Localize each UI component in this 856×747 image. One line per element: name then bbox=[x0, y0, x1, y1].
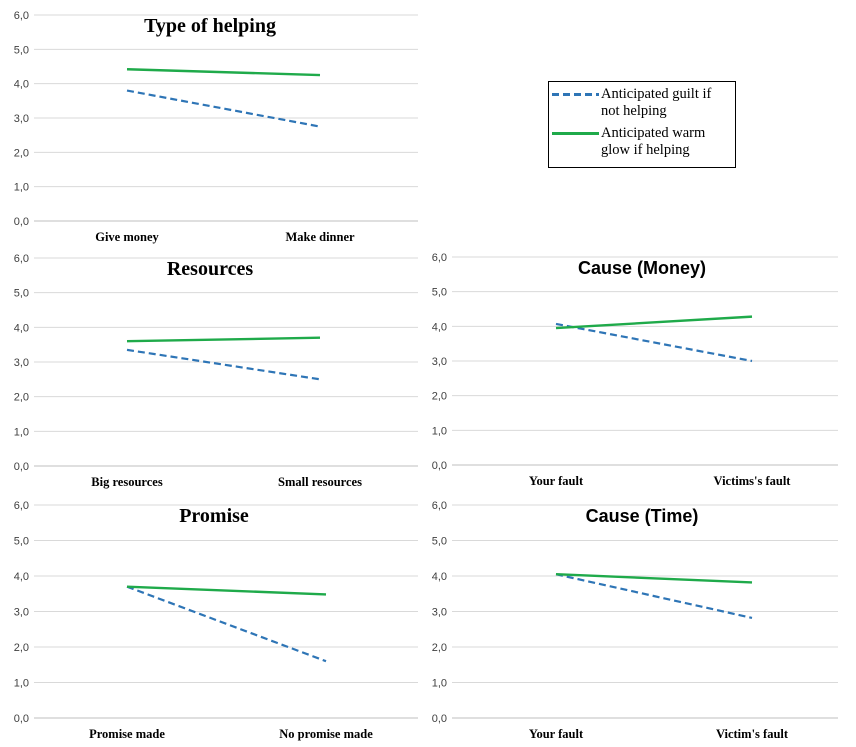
series-line-warm-glow bbox=[126, 336, 321, 343]
y-tick-label: 5,0 bbox=[14, 44, 29, 56]
y-tick-label: 4,0 bbox=[14, 79, 29, 91]
legend-item-guilt: Anticipated guilt if not helping bbox=[549, 86, 731, 120]
y-tick-label: 0,0 bbox=[432, 460, 447, 472]
y-tick-label: 5,0 bbox=[14, 536, 29, 548]
series-line-warm-glow bbox=[126, 585, 327, 596]
legend-swatch-warm-glow bbox=[552, 132, 599, 135]
y-tick-label: 1,0 bbox=[432, 678, 447, 690]
y-tick-label: 6,0 bbox=[14, 10, 29, 22]
x-category-label: Your fault bbox=[529, 727, 584, 741]
y-tick-label: 3,0 bbox=[14, 113, 29, 125]
y-tick-label: 1,0 bbox=[14, 182, 29, 194]
chart-cause_money: 0,0 1,0 2,0 3,0 4,0 5,0 6,0 Your fault Victims's… bbox=[432, 252, 838, 488]
series-line-warm-glow bbox=[126, 68, 321, 77]
y-tick-label: 2,0 bbox=[14, 147, 29, 159]
y-tick-label: 0,0 bbox=[14, 713, 29, 725]
y-tick-label: 4,0 bbox=[14, 571, 29, 583]
x-category-label: Victim's fault bbox=[716, 727, 789, 741]
chart-type: 0,0 1,0 2,0 3,0 4,0 5,0 6,0 Give money Make dinn… bbox=[14, 10, 418, 244]
y-tick-label: 0,0 bbox=[432, 713, 447, 725]
y-tick-label: 4,0 bbox=[14, 322, 29, 334]
y-tick-label: 5,0 bbox=[432, 536, 447, 548]
y-tick-label: 3,0 bbox=[432, 356, 447, 368]
legend-label-warm-glow: Anticipated warm glow if helping bbox=[601, 125, 706, 158]
series-line-warm-glow bbox=[555, 315, 753, 330]
y-tick-label: 5,0 bbox=[14, 288, 29, 300]
y-tick-label: 4,0 bbox=[432, 321, 447, 333]
y-tick-label: 4,0 bbox=[432, 571, 447, 583]
y-tick-label: 1,0 bbox=[14, 678, 29, 690]
y-tick-label: 0,0 bbox=[14, 216, 29, 228]
chart-resources: 0,0 1,0 2,0 3,0 4,0 5,0 6,0 Big resources Small … bbox=[14, 253, 418, 489]
chart-title: Cause (Time) bbox=[586, 506, 699, 526]
y-tick-label: 3,0 bbox=[14, 357, 29, 369]
series-line-guilt bbox=[126, 585, 327, 663]
y-tick-label: 2,0 bbox=[14, 642, 29, 654]
x-category-label: Victims's fault bbox=[714, 474, 792, 488]
chart-title: Promise bbox=[179, 505, 249, 527]
chart-cause_time: 0,0 1,0 2,0 3,0 4,0 5,0 6,0 Your fault Victim's … bbox=[432, 500, 838, 741]
x-category-label: Small resources bbox=[278, 475, 362, 489]
series-line-guilt bbox=[555, 573, 753, 619]
legend: Anticipated guilt if not helping Anticip… bbox=[548, 81, 736, 168]
y-tick-label: 1,0 bbox=[432, 425, 447, 437]
x-category-label: Promise made bbox=[89, 727, 165, 741]
x-category-label: Make dinner bbox=[285, 230, 355, 244]
x-category-label: Your fault bbox=[529, 474, 584, 488]
y-tick-label: 6,0 bbox=[432, 500, 447, 512]
chart-promise: 0,0 1,0 2,0 3,0 4,0 5,0 6,0 Promise made No prom… bbox=[14, 500, 418, 741]
y-tick-label: 3,0 bbox=[432, 607, 447, 619]
y-tick-label: 6,0 bbox=[14, 253, 29, 265]
chart-title: Cause (Money) bbox=[578, 258, 706, 278]
y-tick-label: 3,0 bbox=[14, 607, 29, 619]
series-line-guilt bbox=[555, 322, 753, 363]
x-category-label: Give money bbox=[95, 230, 159, 244]
series-line-guilt bbox=[126, 89, 321, 128]
series-line-warm-glow bbox=[555, 573, 753, 584]
y-tick-label: 6,0 bbox=[14, 500, 29, 512]
series-line-guilt bbox=[126, 348, 321, 381]
legend-item-warm-glow: Anticipated warm glow if helping bbox=[549, 125, 731, 159]
y-tick-label: 6,0 bbox=[432, 252, 447, 264]
y-tick-label: 0,0 bbox=[14, 461, 29, 473]
y-tick-label: 2,0 bbox=[432, 391, 447, 403]
chart-title: Type of helping bbox=[144, 15, 276, 37]
legend-label-guilt: Anticipated guilt if not helping bbox=[601, 86, 712, 119]
y-tick-label: 1,0 bbox=[14, 426, 29, 438]
x-category-label: Big resources bbox=[91, 475, 163, 489]
chart-title: Resources bbox=[167, 258, 253, 280]
legend-swatch-guilt bbox=[552, 93, 599, 96]
y-tick-label: 2,0 bbox=[14, 392, 29, 404]
y-tick-label: 5,0 bbox=[432, 287, 447, 299]
x-category-label: No promise made bbox=[279, 727, 373, 741]
y-tick-label: 2,0 bbox=[432, 642, 447, 654]
